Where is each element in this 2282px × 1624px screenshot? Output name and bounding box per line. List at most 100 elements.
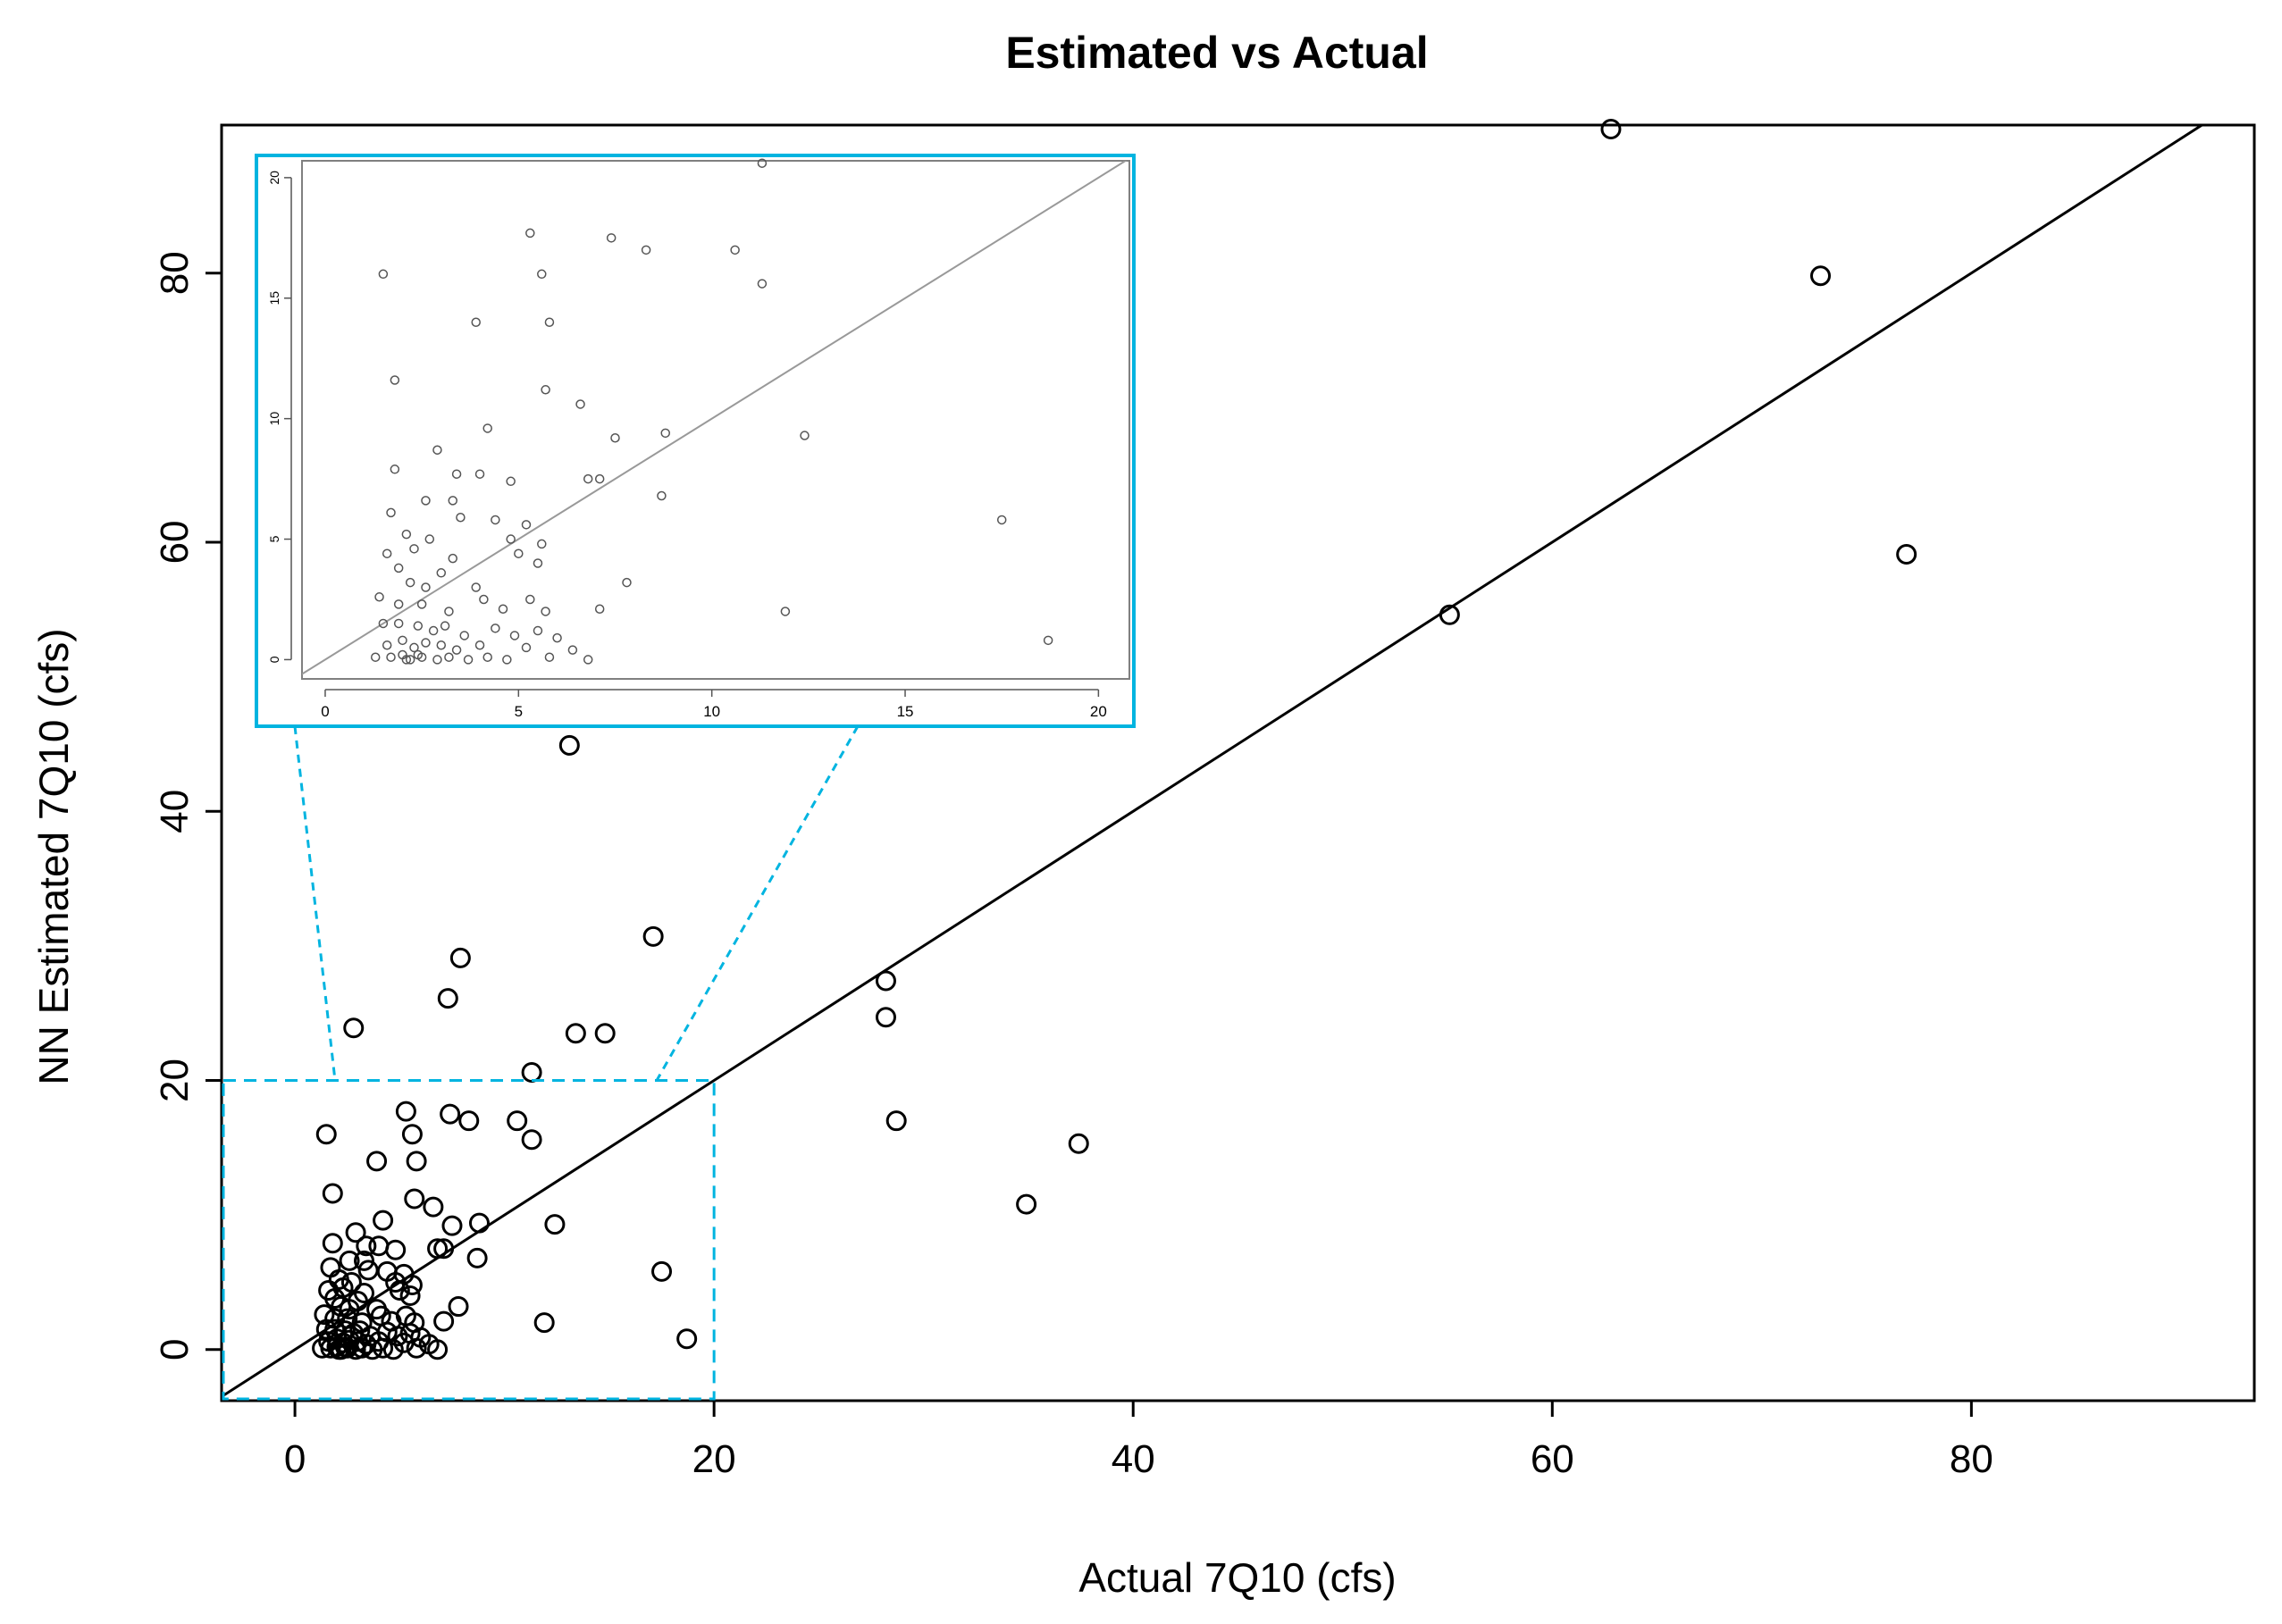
inset-y-tick-label: 10 xyxy=(267,412,281,426)
data-point xyxy=(448,1296,469,1318)
inset-data-point xyxy=(436,640,447,650)
y-tick-label: 60 xyxy=(153,520,197,564)
inset-y-axis: 0 5 10 15 20 xyxy=(267,171,292,663)
inset-data-point xyxy=(401,529,412,540)
data-point xyxy=(423,1196,444,1218)
data-point xyxy=(1810,265,1832,287)
data-point xyxy=(389,1279,410,1301)
data-point xyxy=(440,1103,461,1125)
data-point xyxy=(433,1238,455,1260)
data-point xyxy=(521,1129,542,1151)
data-point xyxy=(345,1222,366,1243)
x-tick-label: 40 xyxy=(1112,1437,1155,1481)
data-point xyxy=(385,1239,407,1260)
inset-data-point xyxy=(757,279,768,289)
inset-data-point xyxy=(428,625,439,636)
data-point xyxy=(404,1188,425,1210)
inset-x-tick-label: 15 xyxy=(897,703,914,720)
data-point xyxy=(458,1110,480,1132)
inset-y-tick-label: 0 xyxy=(267,656,281,663)
inset-data-point xyxy=(800,431,810,440)
inset-data-point xyxy=(474,469,485,479)
data-point xyxy=(347,1291,368,1312)
data-point xyxy=(326,1336,348,1358)
reference-line xyxy=(222,125,2205,1399)
inset-data-point xyxy=(533,558,543,568)
inset-data-point xyxy=(622,577,632,588)
data-point xyxy=(366,1151,388,1172)
x-tick-label: 20 xyxy=(692,1437,736,1481)
inset-data-point xyxy=(537,539,547,549)
inset-data-point xyxy=(491,515,500,525)
inset-data-point xyxy=(405,655,415,665)
data-point xyxy=(594,1023,616,1044)
data-point xyxy=(449,947,471,968)
inset-data-point xyxy=(398,635,407,646)
main-points-layer xyxy=(312,119,1917,1360)
inset-data-point xyxy=(471,582,481,592)
inset-x-tick-label: 0 xyxy=(321,703,329,720)
inset-border xyxy=(255,154,1136,728)
data-point xyxy=(322,1183,343,1204)
inset-data-point xyxy=(479,594,489,605)
inset-data-point xyxy=(533,625,543,636)
inset-data-point xyxy=(660,428,670,439)
data-point xyxy=(401,1274,423,1295)
inset-panel: 0 5 10 15 20 0 5 10 15 20 xyxy=(255,154,1136,728)
inset-data-point xyxy=(657,490,667,501)
data-point xyxy=(315,1124,337,1145)
inset-data-point xyxy=(448,496,458,506)
data-point xyxy=(373,1337,394,1359)
inset-data-point xyxy=(521,642,532,653)
x-axis-label: Actual 7Q10 (cfs) xyxy=(1078,1554,1396,1601)
zoom-connector-left xyxy=(293,725,337,1081)
data-point xyxy=(1068,1133,1089,1154)
inset-data-point xyxy=(393,563,404,573)
data-point xyxy=(427,1339,449,1360)
data-point xyxy=(393,1332,415,1353)
inset-data-point xyxy=(463,655,474,665)
inset-data-point xyxy=(730,245,740,255)
data-point xyxy=(1896,544,1917,565)
data-point xyxy=(334,1336,356,1358)
inset-data-point xyxy=(374,592,384,602)
data-point xyxy=(1439,604,1460,625)
data-point xyxy=(565,1023,586,1044)
y-axis: 0 20 40 60 80 xyxy=(153,251,223,1360)
inset-data-point xyxy=(432,445,442,455)
x-tick-label: 80 xyxy=(1950,1437,1993,1481)
inset-data-point xyxy=(390,465,400,474)
data-point xyxy=(427,1238,449,1260)
inset-y-tick-label: 15 xyxy=(267,291,281,306)
inset-data-point xyxy=(421,496,431,506)
inset-data-point xyxy=(491,624,500,633)
inset-data-point xyxy=(382,548,392,558)
data-point xyxy=(507,1110,528,1132)
inset-data-point xyxy=(537,269,547,280)
data-point xyxy=(642,925,664,947)
data-point xyxy=(466,1247,488,1268)
inset-x-tick-label: 20 xyxy=(1090,703,1107,720)
inset-data-point xyxy=(432,655,442,665)
inset-data-point xyxy=(413,649,424,660)
inset-data-point xyxy=(393,599,404,609)
inset-data-point xyxy=(541,607,550,616)
inset-data-point xyxy=(583,473,593,484)
data-point xyxy=(382,1339,404,1360)
y-tick-label: 0 xyxy=(153,1339,197,1360)
inset-data-point xyxy=(482,652,492,662)
inset-data-point xyxy=(474,640,485,650)
inset-x-tick-label: 5 xyxy=(515,703,523,720)
data-point xyxy=(356,1235,377,1257)
inset-data-point xyxy=(405,577,415,588)
inset-data-point xyxy=(409,642,419,653)
inset-data-point xyxy=(594,604,605,615)
data-point xyxy=(1016,1193,1037,1215)
y-tick-label: 20 xyxy=(153,1059,197,1102)
chart-title: Estimated vs Actual xyxy=(1005,28,1428,78)
inset-data-point xyxy=(757,158,768,168)
inset-reference-line xyxy=(302,161,1128,675)
data-point xyxy=(441,1215,463,1236)
data-point xyxy=(885,1110,907,1132)
